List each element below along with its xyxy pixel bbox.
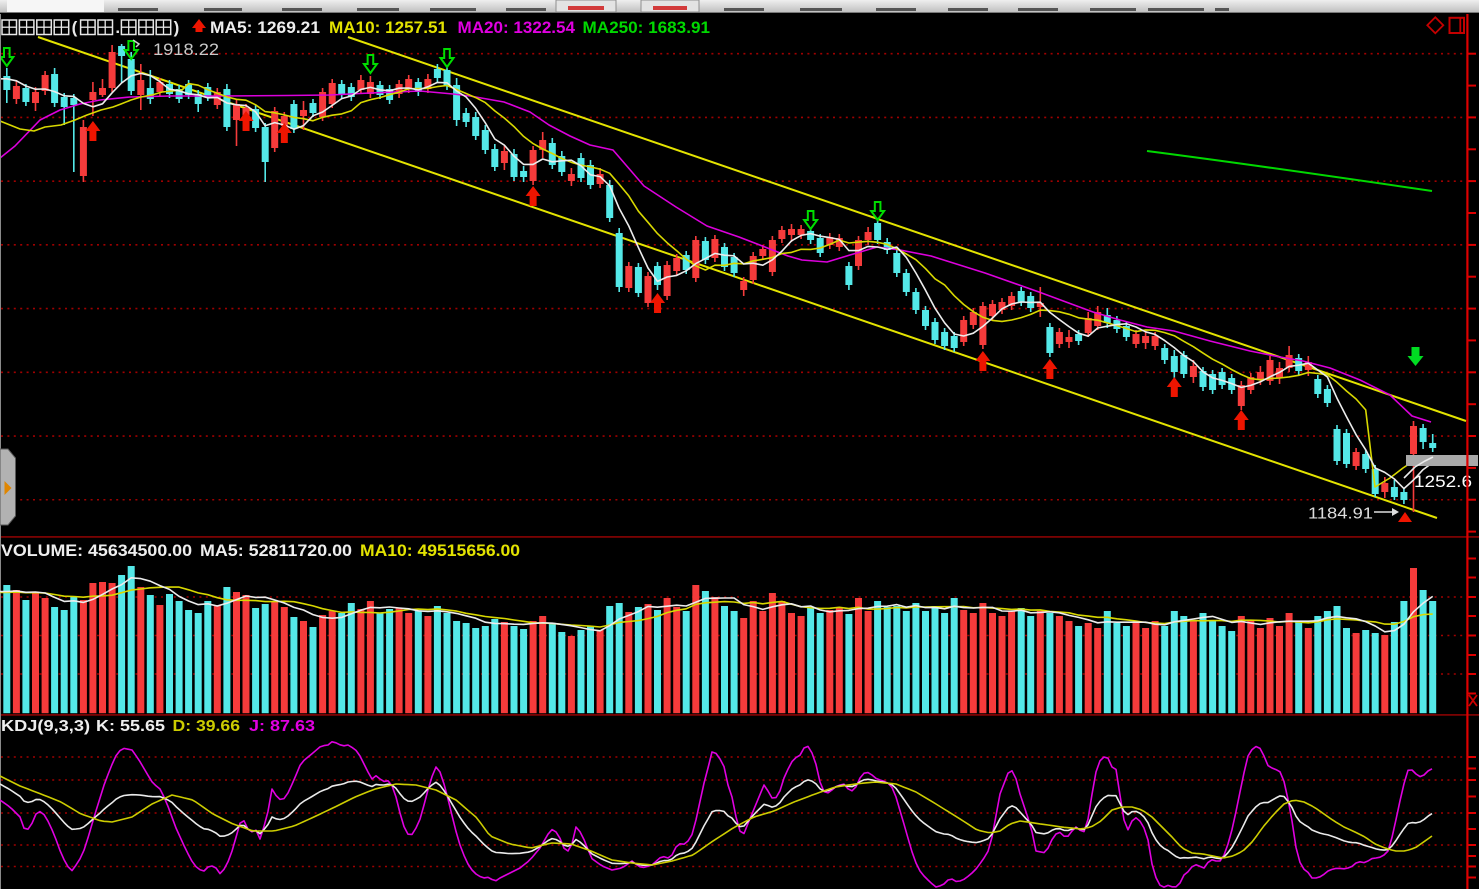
svg-text:(: (: [72, 18, 78, 37]
svg-text:.: .: [115, 18, 120, 37]
svg-text:KDJ(9,3,3): KDJ(9,3,3): [1, 718, 90, 735]
svg-text:VOLUME: 45634500.00: VOLUME: 45634500.00: [1, 541, 192, 560]
svg-text:D: 39.66: D: 39.66: [173, 718, 241, 735]
svg-text:1918.22: 1918.22: [153, 40, 219, 59]
svg-text:MA10: 49515656.00: MA10: 49515656.00: [360, 541, 520, 560]
svg-text:MA10: 1257.51: MA10: 1257.51: [329, 18, 447, 37]
svg-text:1252.6: 1252.6: [1414, 472, 1472, 491]
svg-text:J: 87.63: J: 87.63: [249, 718, 315, 735]
svg-text:): ): [174, 18, 180, 37]
svg-text:K: 55.65: K: 55.65: [96, 718, 165, 735]
svg-text:MA5: 52811720.00: MA5: 52811720.00: [200, 541, 352, 560]
svg-text:1184.91: 1184.91: [1308, 506, 1373, 523]
svg-text:MA20: 1322.54: MA20: 1322.54: [458, 18, 576, 37]
svg-text:MA5: 1269.21: MA5: 1269.21: [210, 18, 320, 37]
svg-text:MA250: 1683.91: MA250: 1683.91: [583, 18, 711, 37]
